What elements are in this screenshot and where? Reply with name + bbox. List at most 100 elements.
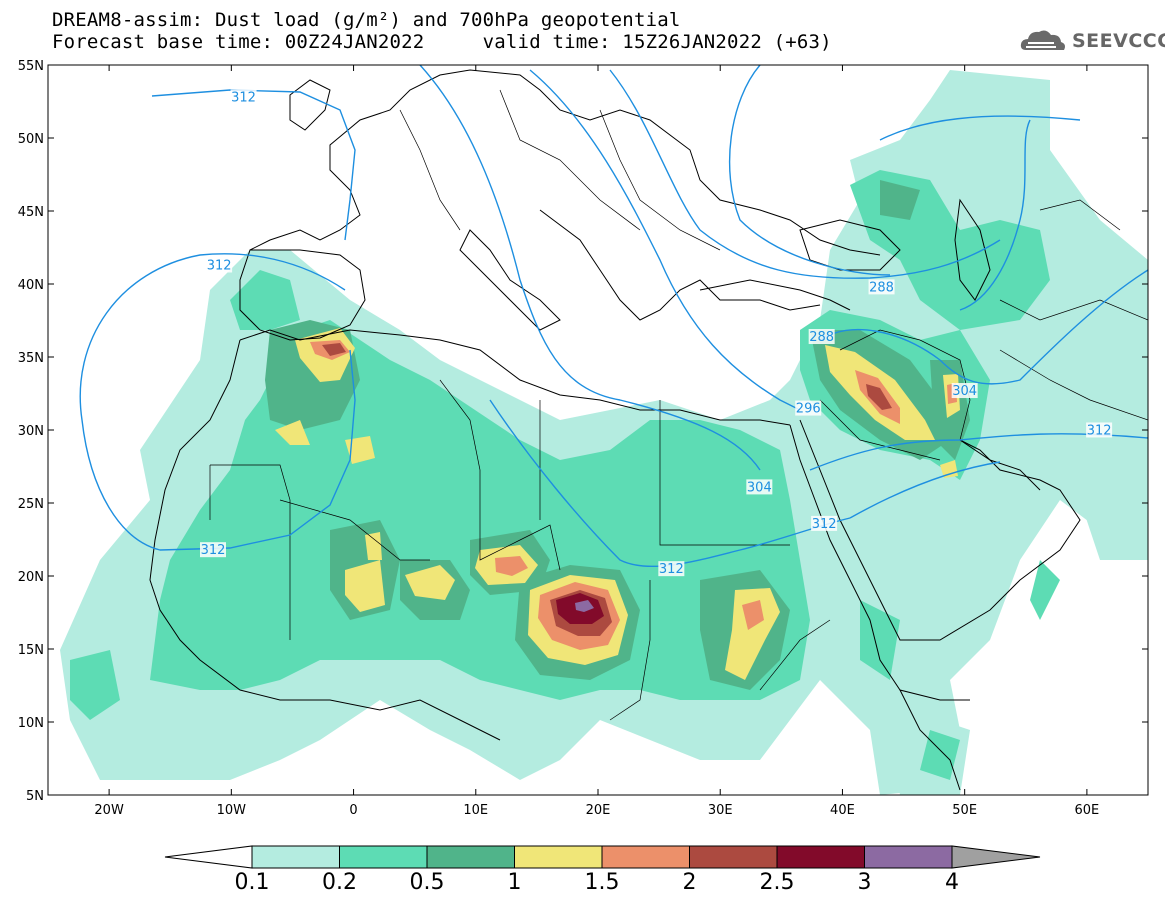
contour-288-north (728, 65, 891, 276)
coastline-turkey (699, 279, 851, 311)
lon-tick-label: 20W (94, 803, 124, 818)
contour-labels: 312 312 312 304 312 312 288 288 296 304 312 (200, 89, 1113, 577)
dust-level-4-region (345, 560, 385, 612)
coastline-europe (249, 69, 881, 256)
colorbar-level-label: 0.2 (322, 870, 357, 895)
lat-tick-label: 45N (18, 205, 44, 220)
coastline-horn-africa (899, 689, 961, 791)
dust-level-4-region (725, 588, 780, 680)
dust-level-2-region (1030, 560, 1060, 620)
colorbar-segment (251, 845, 340, 869)
border (839, 329, 971, 441)
contour-label: 288 (869, 280, 894, 295)
border (399, 109, 461, 231)
latitude-axis: 55N 50N 45N 40N 35N 30N 25N 20N 15N 10N 5N (18, 59, 1148, 804)
contour-296 (529, 69, 801, 411)
dust-level-5-region (742, 600, 764, 630)
lat-tick-label: 40N (18, 278, 44, 293)
contour-label: 304 (747, 480, 772, 495)
colorbar-segment (601, 845, 690, 869)
contour-label-bg (746, 479, 773, 495)
seevccc-logo: SEEVCCC (1018, 24, 1165, 58)
lat-tick-label: 20N (18, 570, 44, 585)
lon-tick-label: 40E (830, 803, 855, 818)
lat-tick-label: 10N (18, 716, 44, 731)
contour-288 (609, 69, 1001, 279)
coastline-persian-gulf (959, 439, 1041, 491)
colorbar-level-label: 0.1 (234, 870, 270, 895)
contour-label-bg (795, 400, 822, 416)
dust-level-2-region (70, 650, 120, 720)
logo-text: SEEVCCC (1072, 30, 1165, 52)
cloud-icon (1020, 30, 1065, 50)
lon-tick-label: 20E (586, 803, 611, 818)
contour-label-bg (808, 329, 835, 345)
contour-312-arabia (849, 461, 1001, 519)
contour-label: 296 (796, 402, 821, 417)
lon-tick-label: 10W (217, 803, 247, 818)
dust-level-4-region (365, 532, 382, 560)
coastline-british-isles (289, 79, 331, 131)
contour-label: 288 (809, 330, 834, 345)
contour-label: 312 (812, 517, 837, 532)
coastline-arabia (799, 419, 1081, 641)
border (819, 399, 941, 461)
coastline-iberia (239, 249, 366, 341)
dust-level-4-region (345, 436, 375, 464)
colorbar-level-label: 1 (507, 870, 522, 895)
coastline-caspian (954, 198, 991, 301)
colorbar-segment (426, 845, 515, 869)
border (999, 349, 1148, 421)
lon-tick-label: 0 (349, 803, 357, 818)
dust-level-3-region (880, 180, 920, 220)
dust-level-1-region (1080, 490, 1148, 560)
colorbar-level-label: 3 (857, 870, 872, 895)
dust-level-2-region (920, 730, 960, 780)
colorbar-level-label: 2 (682, 870, 697, 895)
colorbar-over-triangle (951, 845, 1041, 869)
colorbar-under-triangle (164, 845, 253, 869)
borders (209, 89, 1148, 721)
contour-288-east (879, 115, 1081, 141)
contour-label: 312 (1087, 423, 1112, 438)
coastline-italy (459, 229, 561, 331)
coastline-black-caspian (799, 219, 901, 271)
colorbar (164, 845, 1041, 869)
lat-tick-label: 35N (18, 351, 44, 366)
contour-label-bg (200, 542, 226, 558)
lat-tick-label: 15N (18, 643, 44, 658)
dust-level-4-region (275, 420, 310, 445)
dust-level-8-region (575, 600, 594, 612)
border (609, 580, 651, 721)
lat-tick-label: 50N (18, 132, 44, 147)
map-title: DREAM8-assim: Dust load (g/m²) and 700hP… (52, 9, 681, 31)
border (659, 400, 790, 546)
contour-label: 312 (231, 91, 256, 106)
dust-level-4-region (405, 565, 455, 600)
lon-tick-label: 50E (952, 803, 977, 818)
geopotential-contours (79, 65, 1148, 567)
forecast-time-subtitle: Forecast base time: 00Z24JAN2022 valid t… (52, 31, 832, 53)
colorbar-segment (514, 845, 603, 869)
colorbar-segment (339, 845, 428, 869)
contour-label: 312 (659, 562, 684, 577)
contour-label-bg (658, 561, 685, 577)
contour-label-bg (868, 279, 895, 295)
border (599, 109, 721, 251)
colorbar-level-label: 2.5 (759, 870, 795, 895)
dust-level-5-region (495, 556, 528, 576)
border (759, 619, 831, 691)
contour-312-west (79, 253, 356, 551)
lat-tick-label: 5N (26, 789, 44, 804)
dust-level-6-region (866, 384, 892, 410)
contour-304-east (819, 269, 1148, 385)
contour-label-bg (951, 383, 978, 399)
coastline-red-sea (789, 424, 970, 701)
contour-label: 312 (201, 543, 226, 558)
contour-label: 304 (952, 384, 977, 399)
border (210, 464, 291, 640)
coastline-west-africa (149, 339, 501, 741)
contour-label-bg (811, 515, 838, 531)
contour-312-south (489, 399, 851, 567)
